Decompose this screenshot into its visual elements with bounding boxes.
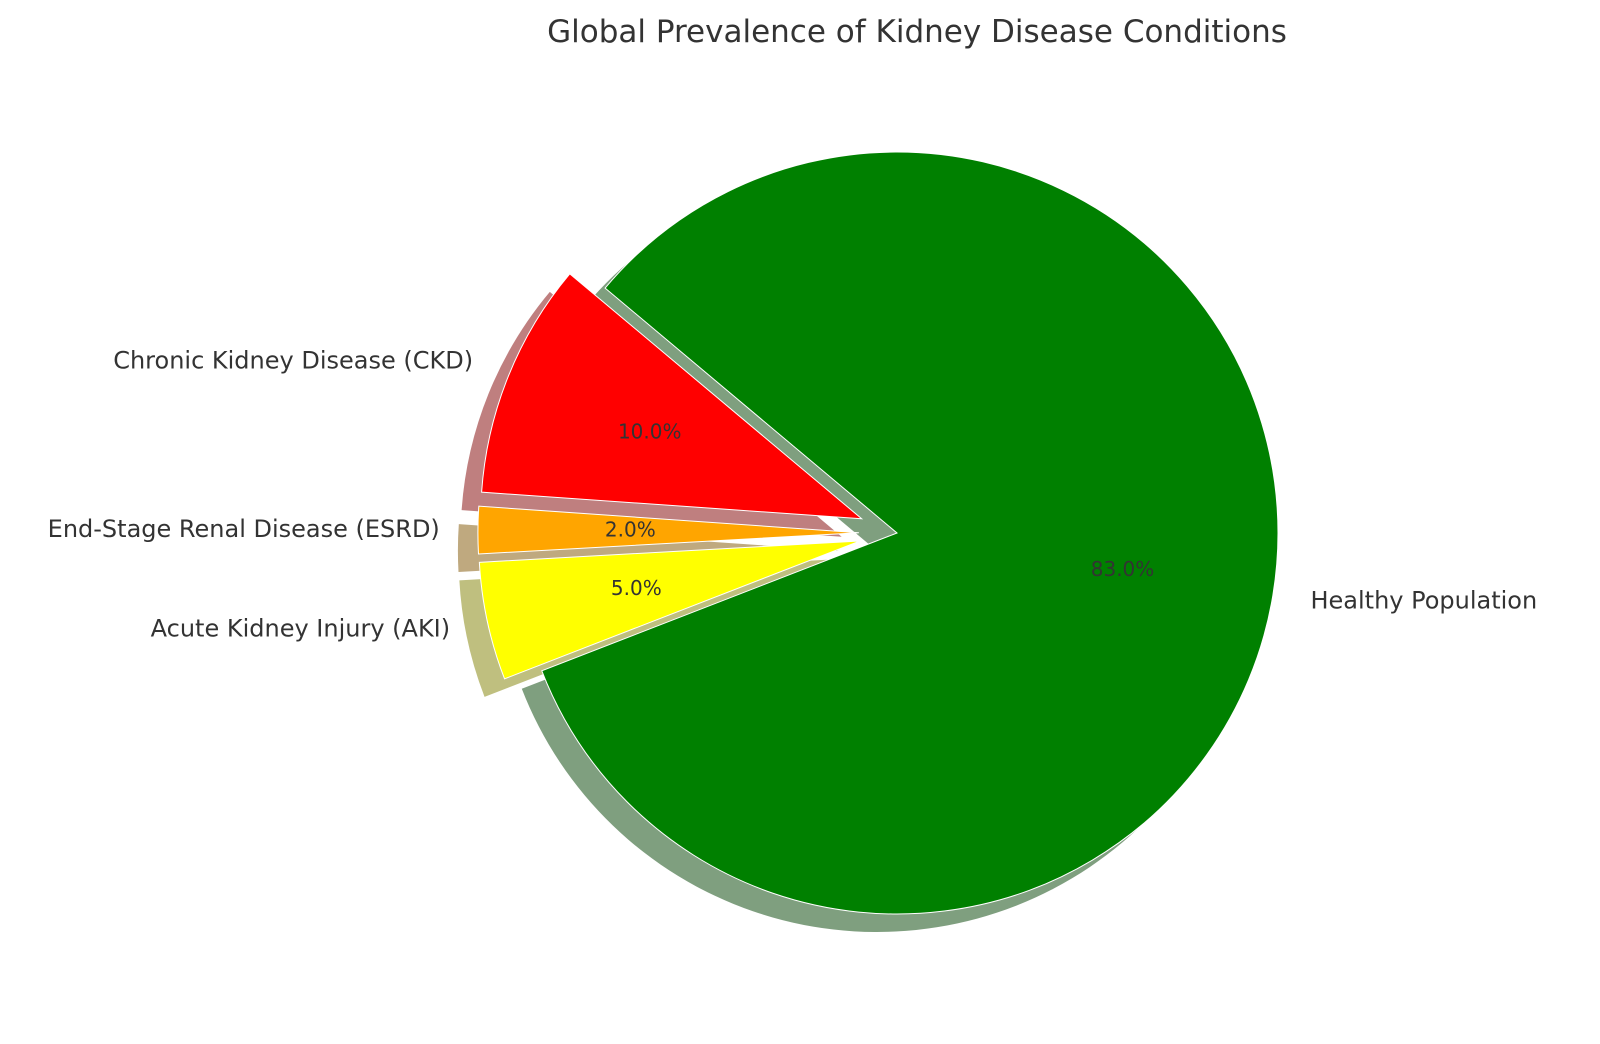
slice-percent-chronic-kidney-disease-ckd: 10.0%	[618, 420, 682, 444]
slice-label-healthy-population: Healthy Population	[1310, 586, 1537, 614]
slice-label-acute-kidney-injury-aki: Acute Kidney Injury (AKI)	[151, 615, 450, 643]
chart-title: Global Prevalence of Kidney Disease Cond…	[547, 14, 1287, 50]
slice-percent-acute-kidney-injury-aki: 5.0%	[611, 576, 662, 600]
pie-slices	[477, 151, 1279, 915]
pie-slice-acute-kidney-injury-aki	[478, 540, 860, 680]
pie-slice-chronic-kidney-disease-ckd	[481, 273, 864, 520]
slice-percent-healthy-population: 83.0%	[1091, 557, 1155, 581]
pie-slice-end-stage-renal-disease-esrd	[477, 505, 859, 555]
slice-label-chronic-kidney-disease-ckd: Chronic Kidney Disease (CKD)	[113, 347, 473, 375]
slice-percent-end-stage-renal-disease-esrd: 2.0%	[605, 518, 656, 542]
slice-label-end-stage-renal-disease-esrd: End-Stage Renal Disease (ESRD)	[48, 515, 440, 543]
slice-labels: Chronic Kidney Disease (CKD) 10.0% End-Sta…	[48, 347, 1538, 643]
pie-slice-healthy-population	[541, 151, 1279, 915]
